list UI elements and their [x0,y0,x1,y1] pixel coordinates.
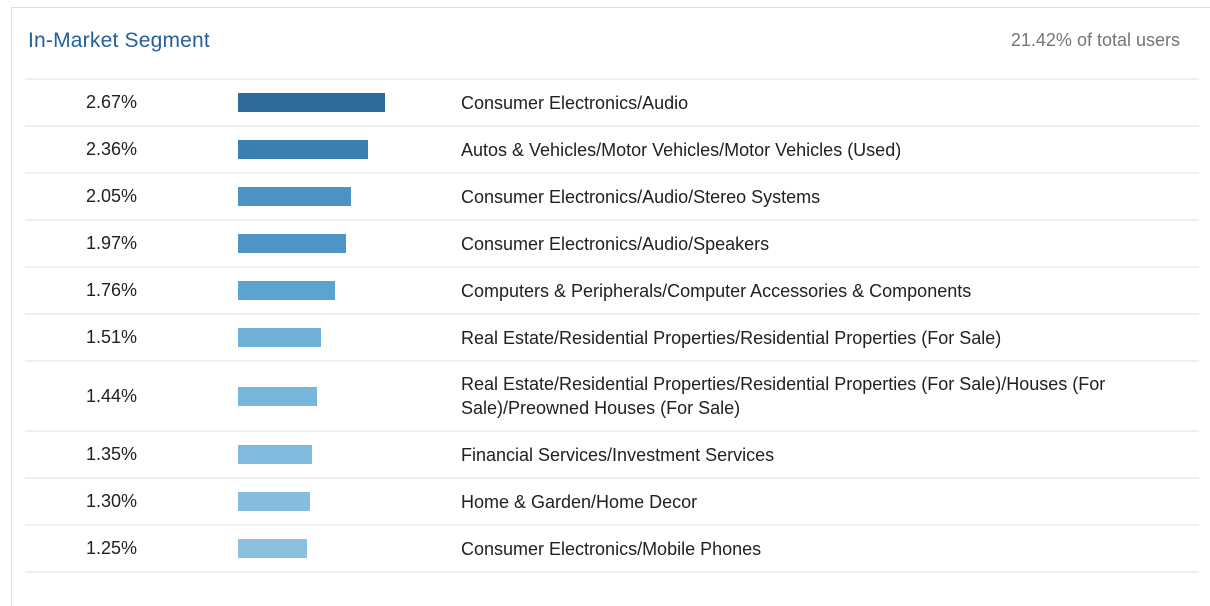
card-header: In-Market Segment 21.42% of total users [12,8,1210,78]
row-bar-cell [238,386,461,406]
row-label: Autos & Vehicles/Motor Vehicles/Motor Ve… [461,139,902,160]
row-bar-cell [238,281,461,300]
row-bar-cell [238,328,461,347]
row-bar [238,234,346,253]
segment-rows: 2.67% Consumer Electronics/Audio 2.36% A… [25,78,1199,573]
row-label: Home & Garden/Home Decor [461,491,698,512]
row-bar-cell [238,93,461,112]
total-users-summary: 21.42% of total users [1010,30,1180,50]
segment-row: 1.97% Consumer Electronics/Audio/Speaker… [25,221,1199,268]
segment-row: 1.76% Computers & Peripherals/Computer A… [25,268,1199,315]
segment-row: 1.35% Financial Services/Investment Serv… [25,432,1199,479]
card-title: In-Market Segment [28,29,210,52]
row-label: Consumer Electronics/Mobile Phones [461,538,762,559]
segment-row: 2.05% Consumer Electronics/Audio/Stereo … [25,174,1199,221]
row-percent: 1.25% [86,538,138,558]
row-label: Real Estate/Residential Properties/Resid… [461,327,1002,348]
row-percent: 1.97% [86,233,138,253]
row-percent: 1.51% [86,327,138,347]
segment-row: 2.67% Consumer Electronics/Audio [25,80,1199,127]
row-percent: 1.76% [86,280,138,300]
segment-row: 1.44% Real Estate/Residential Properties… [25,362,1199,432]
row-label: Real Estate/Residential Properties/Resid… [461,374,1106,418]
segment-row: 2.36% Autos & Vehicles/Motor Vehicles/Mo… [25,127,1199,174]
row-label: Consumer Electronics/Audio/Stereo System… [461,186,821,207]
row-bar-cell [238,445,461,464]
row-percent: 2.05% [86,186,138,206]
row-bar-cell [238,140,461,159]
in-market-segment-card: In-Market Segment 21.42% of total users … [11,7,1210,606]
row-bar-cell [238,492,461,511]
row-bar-cell [238,234,461,253]
row-label: Consumer Electronics/Audio [461,92,689,113]
segment-row: 1.51% Real Estate/Residential Properties… [25,315,1199,362]
row-label: Computers & Peripherals/Computer Accesso… [461,280,972,301]
row-bar-cell [238,187,461,206]
segment-row: 1.25% Consumer Electronics/Mobile Phones [25,526,1199,573]
row-bar [238,386,317,406]
row-bar [238,281,335,300]
row-percent: 1.35% [86,444,138,464]
row-bar [238,187,351,206]
row-bar-cell [238,539,461,558]
row-label: Consumer Electronics/Audio/Speakers [461,233,770,254]
row-percent: 1.44% [86,385,138,406]
row-percent: 2.67% [86,92,138,112]
row-bar [238,140,368,159]
row-bar [238,328,321,347]
row-bar [238,445,312,464]
row-percent: 1.30% [86,491,138,511]
segment-row: 1.30% Home & Garden/Home Decor [25,479,1199,526]
row-bar [238,93,385,112]
row-bar [238,492,310,511]
row-label: Financial Services/Investment Services [461,444,775,465]
row-percent: 2.36% [86,139,138,159]
row-bar [238,539,307,558]
